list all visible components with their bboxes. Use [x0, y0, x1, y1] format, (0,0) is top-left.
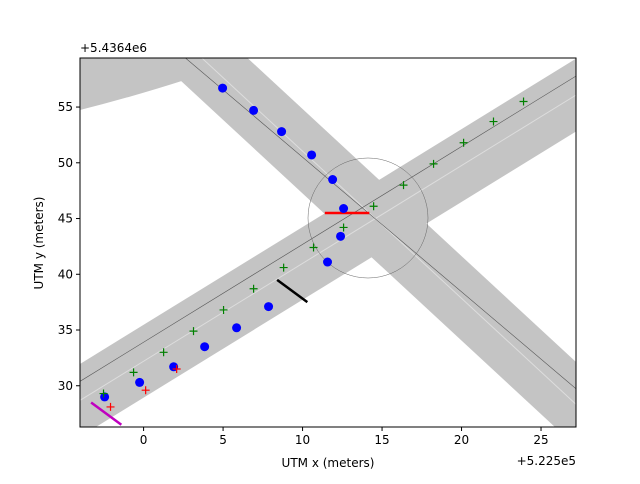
point [328, 175, 338, 185]
y-tick-label: 55 [58, 100, 73, 114]
point [309, 243, 318, 252]
segment [90, 401, 123, 426]
axes-frame [79, 57, 577, 428]
point [323, 257, 333, 267]
y-tick-label: 50 [58, 156, 73, 170]
point [489, 117, 498, 126]
y-tick-label: 40 [58, 267, 73, 281]
point [141, 386, 150, 395]
lane [80, 75, 576, 382]
y-tick-label: 45 [58, 212, 73, 226]
point [189, 327, 198, 336]
point [129, 368, 138, 377]
point [249, 105, 259, 115]
point [218, 83, 228, 93]
point [159, 348, 168, 357]
point [399, 181, 408, 190]
y-offset: +5.4364e6 [80, 41, 147, 55]
x-tick-label: 20 [454, 433, 469, 447]
road-map [80, 58, 576, 427]
point [200, 342, 210, 352]
point [519, 97, 528, 106]
x-tick-label: 15 [374, 433, 389, 447]
x-tick-label: 0 [140, 433, 148, 447]
point [339, 223, 348, 232]
point [279, 263, 288, 272]
x-tick-label: 25 [533, 433, 548, 447]
point [459, 138, 468, 147]
point [277, 127, 287, 137]
point [172, 365, 181, 374]
point [264, 302, 274, 312]
x-tick-label: 10 [295, 433, 310, 447]
point [429, 159, 438, 168]
road [80, 58, 250, 110]
point [219, 305, 228, 314]
point [135, 377, 145, 387]
point [99, 389, 108, 398]
lane [307, 157, 429, 279]
point [336, 231, 346, 241]
lane [201, 58, 576, 405]
y-tick-label: 30 [58, 379, 73, 393]
point [307, 150, 317, 160]
x-tick-label: 5 [219, 433, 227, 447]
segment [276, 278, 309, 304]
y-axis-label: UTM y (meters) [32, 197, 46, 290]
lane [80, 94, 576, 401]
point [249, 284, 258, 293]
point [369, 202, 378, 211]
y-tick-label: 35 [58, 323, 73, 337]
x-offset: +5.225e5 [517, 454, 576, 468]
point [232, 323, 242, 333]
lane [184, 58, 576, 390]
x-axis-label: UTM x (meters) [282, 456, 375, 470]
point [339, 203, 349, 213]
point [100, 392, 110, 402]
point [106, 402, 115, 411]
